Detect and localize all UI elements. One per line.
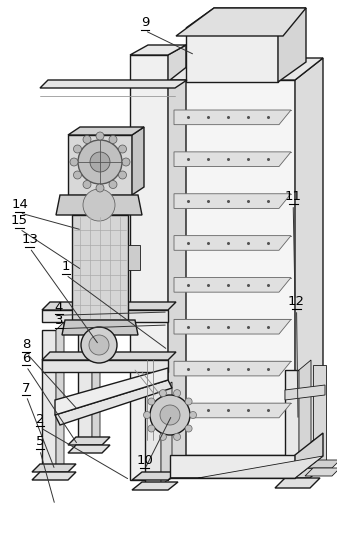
Polygon shape [174, 403, 291, 418]
Polygon shape [186, 28, 278, 82]
Bar [130, 55, 168, 480]
Polygon shape [278, 8, 306, 82]
Circle shape [78, 140, 122, 184]
Circle shape [89, 335, 109, 355]
Circle shape [81, 327, 117, 363]
Polygon shape [170, 455, 295, 478]
Bar [145, 390, 161, 485]
Polygon shape [174, 361, 291, 376]
Text: 1: 1 [61, 260, 70, 273]
Polygon shape [68, 127, 144, 135]
Text: 15: 15 [11, 215, 28, 227]
Polygon shape [174, 194, 291, 209]
Polygon shape [62, 320, 138, 335]
Circle shape [73, 145, 82, 153]
Bar [72, 215, 128, 320]
Circle shape [119, 145, 126, 153]
Polygon shape [170, 80, 295, 455]
Polygon shape [40, 80, 187, 88]
Polygon shape [68, 437, 110, 445]
Circle shape [83, 181, 91, 189]
Bar [285, 370, 299, 480]
Polygon shape [174, 320, 291, 334]
Circle shape [174, 433, 181, 440]
Polygon shape [161, 382, 172, 485]
Polygon shape [295, 433, 323, 478]
Circle shape [160, 405, 180, 425]
Text: 8: 8 [22, 338, 30, 351]
Polygon shape [132, 127, 144, 195]
Polygon shape [42, 310, 168, 322]
Circle shape [150, 395, 190, 435]
Polygon shape [299, 360, 311, 480]
Polygon shape [56, 322, 64, 475]
Text: 12: 12 [288, 295, 305, 308]
Text: 5: 5 [35, 436, 44, 448]
Polygon shape [174, 152, 291, 167]
Circle shape [148, 398, 155, 405]
Polygon shape [186, 8, 306, 28]
Circle shape [96, 184, 104, 192]
Polygon shape [295, 58, 323, 455]
Polygon shape [32, 472, 76, 480]
Circle shape [174, 390, 181, 397]
Polygon shape [176, 8, 306, 36]
Text: 13: 13 [21, 233, 38, 246]
Polygon shape [305, 460, 337, 468]
Bar [78, 295, 92, 450]
Text: 10: 10 [136, 454, 153, 467]
Circle shape [83, 135, 91, 143]
Circle shape [159, 433, 166, 440]
Polygon shape [130, 45, 186, 55]
Polygon shape [55, 368, 168, 415]
Circle shape [73, 171, 82, 179]
Polygon shape [68, 445, 110, 453]
Circle shape [96, 132, 104, 140]
Polygon shape [132, 472, 178, 480]
Bar [313, 365, 326, 470]
Text: 4: 4 [55, 301, 63, 314]
Circle shape [189, 411, 196, 418]
Polygon shape [174, 110, 291, 125]
Polygon shape [168, 45, 186, 480]
Circle shape [70, 158, 78, 166]
Circle shape [122, 158, 130, 166]
Circle shape [83, 189, 115, 221]
Text: 14: 14 [11, 198, 28, 211]
Bar [68, 135, 132, 195]
Polygon shape [42, 302, 176, 310]
Polygon shape [305, 468, 337, 476]
Polygon shape [42, 352, 176, 360]
Text: 6: 6 [22, 352, 30, 365]
Polygon shape [275, 468, 320, 478]
Bar [128, 245, 140, 270]
Text: 9: 9 [141, 16, 149, 29]
Polygon shape [42, 360, 168, 372]
Circle shape [148, 425, 155, 432]
Polygon shape [170, 58, 323, 80]
Bar [42, 330, 56, 475]
Circle shape [119, 171, 126, 179]
Polygon shape [132, 482, 178, 490]
Text: 11: 11 [285, 190, 302, 203]
Circle shape [109, 135, 117, 143]
Polygon shape [92, 287, 100, 450]
Circle shape [159, 390, 166, 397]
Circle shape [109, 181, 117, 189]
Text: 3: 3 [55, 314, 63, 327]
Polygon shape [56, 195, 142, 215]
Text: 2: 2 [35, 413, 44, 426]
Circle shape [144, 411, 151, 418]
Circle shape [185, 425, 192, 432]
Polygon shape [174, 278, 291, 292]
Polygon shape [285, 385, 325, 400]
Polygon shape [32, 464, 76, 472]
Polygon shape [174, 236, 291, 250]
Circle shape [185, 398, 192, 405]
Circle shape [90, 152, 110, 172]
Text: 7: 7 [22, 382, 31, 395]
Polygon shape [55, 380, 172, 425]
Polygon shape [275, 478, 320, 488]
Polygon shape [170, 456, 323, 478]
